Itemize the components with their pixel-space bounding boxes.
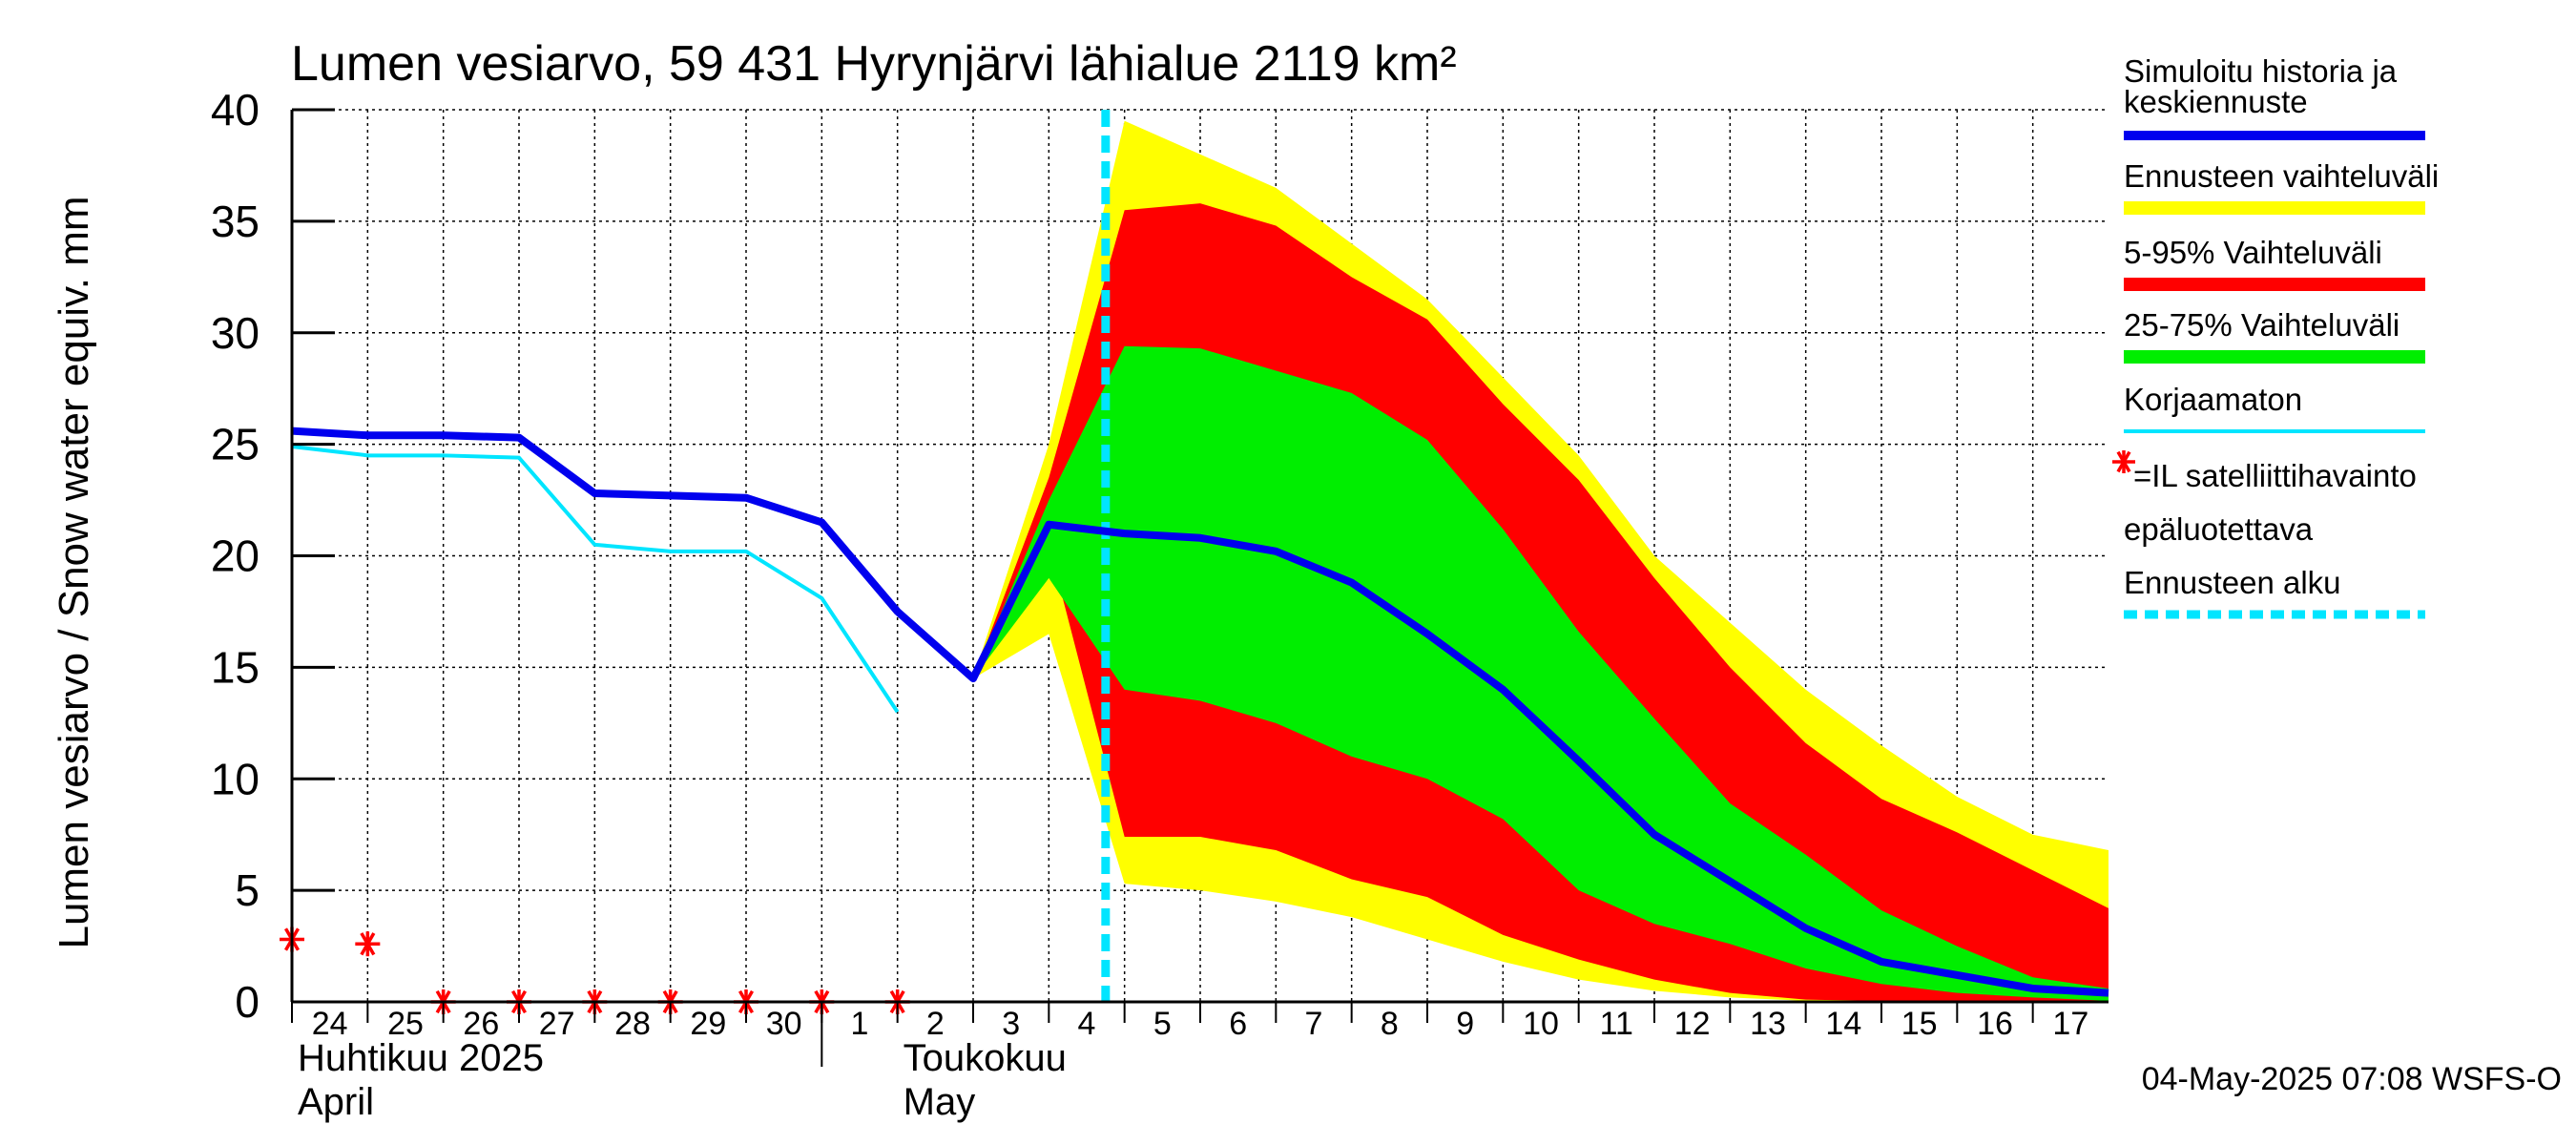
x-tick-label: 26 bbox=[463, 1006, 499, 1042]
legend-label: Ennusteen vaihteluväli bbox=[2124, 158, 2439, 194]
legend-label: Ennusteen alku bbox=[2124, 565, 2341, 600]
x-tick-label: 5 bbox=[1153, 1006, 1172, 1042]
series-simulated-mean bbox=[291, 427, 2109, 997]
x-tick-label: 8 bbox=[1381, 1006, 1399, 1042]
series-lines bbox=[291, 110, 2109, 1002]
x-tick-label: 10 bbox=[1523, 1006, 1559, 1042]
x-tick-label: 3 bbox=[1002, 1006, 1020, 1042]
observation-marker bbox=[355, 931, 381, 957]
band-25-75 bbox=[973, 345, 2109, 1001]
x-tick-label: 29 bbox=[690, 1006, 726, 1042]
y-axis-label: Lumen vesiarvo / Snow water equiv. mm bbox=[51, 196, 97, 948]
legend-label: 5-95% Vaihteluväli bbox=[2124, 235, 2382, 270]
forecast-bands bbox=[973, 120, 2109, 1003]
x-tick-label: 27 bbox=[539, 1006, 575, 1042]
y-tick-label: 35 bbox=[211, 197, 260, 246]
x-tick-label: 14 bbox=[1825, 1006, 1861, 1042]
legend-label: Korjaamaton bbox=[2124, 382, 2302, 417]
legend-item-p25_75: 25-75% Vaihteluväli bbox=[2124, 307, 2425, 364]
x-tick-label: 25 bbox=[387, 1006, 424, 1042]
x-tick-label: 15 bbox=[1901, 1006, 1938, 1042]
legend-item-observation: =IL satelliittihavainto epäluotettava bbox=[2112, 450, 2417, 547]
legend-label: =IL satelliittihavainto bbox=[2133, 458, 2417, 493]
x-month-label: Huhtikuu 2025 bbox=[298, 1037, 544, 1079]
legend-label: Simuloitu historia ja bbox=[2124, 53, 2398, 89]
x-tick-label: 28 bbox=[614, 1006, 651, 1042]
x-tick-label: 1 bbox=[851, 1006, 869, 1042]
x-tick-label: 30 bbox=[766, 1006, 802, 1042]
legend-item-uncorrected: Korjaamaton bbox=[2124, 382, 2425, 433]
x-tick-label: 2 bbox=[926, 1006, 945, 1042]
x-tick-label: 9 bbox=[1456, 1006, 1474, 1042]
series-uncorrected bbox=[291, 444, 900, 714]
timestamp: 04-May-2025 07:08 WSFS-O bbox=[2142, 1061, 2562, 1097]
x-tick-label: 4 bbox=[1078, 1006, 1096, 1042]
x-tick-label: 13 bbox=[1750, 1006, 1786, 1042]
legend-label-line2: epäluotettava bbox=[2124, 511, 2314, 547]
y-tick-label: 20 bbox=[211, 531, 260, 581]
y-tick-label: 25 bbox=[211, 420, 260, 469]
legend-label-line2: keskiennuste bbox=[2124, 84, 2308, 119]
x-tick-label: 17 bbox=[2052, 1006, 2088, 1042]
y-tick-label: 30 bbox=[211, 308, 260, 358]
legend-item-forecast_start: Ennusteen alku bbox=[2124, 565, 2425, 619]
y-tick-label: 5 bbox=[235, 865, 260, 915]
y-tick-label: 10 bbox=[211, 754, 260, 803]
legend-label: 25-75% Vaihteluväli bbox=[2124, 307, 2399, 343]
x-tick-label: 24 bbox=[312, 1006, 348, 1042]
x-month-label-en: May bbox=[904, 1081, 976, 1123]
x-month-label-en: April bbox=[298, 1081, 374, 1123]
legend-star-icon bbox=[2112, 450, 2135, 473]
legend-item-p5_95: 5-95% Vaihteluväli bbox=[2124, 235, 2425, 291]
x-tick-label: 12 bbox=[1674, 1006, 1711, 1042]
x-month-label: Toukokuu bbox=[904, 1037, 1067, 1079]
x-tick-label: 7 bbox=[1305, 1006, 1323, 1042]
y-tick-label: 0 bbox=[235, 977, 260, 1027]
x-tick-label: 16 bbox=[1977, 1006, 2013, 1042]
chart-title: Lumen vesiarvo, 59 431 Hyrynjärvi lähial… bbox=[291, 36, 1457, 92]
y-tick-label: 40 bbox=[211, 85, 260, 135]
x-tick-label: 6 bbox=[1229, 1006, 1247, 1042]
x-tick-label: 11 bbox=[1600, 1006, 1633, 1042]
legend-item-full_range: Ennusteen vaihteluväli bbox=[2124, 158, 2439, 215]
y-tick-label: 15 bbox=[211, 642, 260, 692]
